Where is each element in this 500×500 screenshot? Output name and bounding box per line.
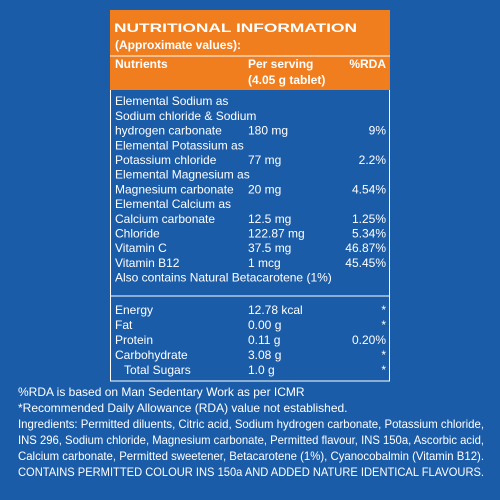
nutrient-name: Protein <box>115 333 153 347</box>
rda-value: 2.2% <box>359 153 387 167</box>
serving-value: 122.87 mg <box>248 226 305 240</box>
footnote: *Recommended Daily Allowance (RDA) value… <box>18 401 348 415</box>
nutrient-name: Magnesium carbonate <box>115 182 234 196</box>
nutrient-name: Fat <box>115 318 133 332</box>
rda-value: 46.87% <box>345 241 386 255</box>
rda-value: * <box>381 348 386 362</box>
nutrient-name: Elemental Calcium as <box>115 197 231 211</box>
serving-value: 1.0 g <box>248 363 275 377</box>
nutrient-name: Chloride <box>115 226 160 240</box>
rda-value: 0.20% <box>352 333 386 347</box>
footnote: Calcium carbonate, Permitted sweetener, … <box>18 449 484 463</box>
serving-value: 1 mcg <box>248 256 281 270</box>
rda-value: * <box>381 363 386 377</box>
serving-value: 20 mg <box>248 182 281 196</box>
footnote: %RDA is based on Man Sedentary Work as p… <box>18 385 305 399</box>
rda-value: 5.34% <box>352 226 386 240</box>
serving-value: 77 mg <box>248 153 281 167</box>
serving-value: 3.08 g <box>248 348 281 362</box>
rda-value: 45.45% <box>345 256 386 270</box>
column-header: Per serving <box>248 57 313 71</box>
nutrient-name: Elemental Potassium as <box>115 138 244 152</box>
nutrient-name: Energy <box>115 303 153 317</box>
column-header: Nutrients <box>115 57 168 71</box>
nutrient-name: Carbohydrate <box>115 348 188 362</box>
table-note: Also contains Natural Betacarotene (1%) <box>115 271 332 285</box>
column-header: (4.05 g tablet) <box>248 73 325 87</box>
footnote: INS 296, Sodium chloride, Magnesium carb… <box>18 433 484 447</box>
footnote: Ingredients: Permitted diluents, Citric … <box>18 417 484 431</box>
subtitle: (Approximate values): <box>115 38 241 52</box>
nutrient-name: Elemental Magnesium as <box>115 168 250 182</box>
nutrient-name: Potassium chloride <box>115 153 217 167</box>
nutrient-name: hydrogen carbonate <box>115 124 222 138</box>
rda-value: * <box>381 303 386 317</box>
serving-value: 12.78 kcal <box>248 303 303 317</box>
title: NUTRITIONAL INFORMATION <box>114 21 357 35</box>
nutrient-name: Sodium chloride & Sodium <box>115 109 256 123</box>
serving-value: 0.00 g <box>248 318 281 332</box>
rda-value: * <box>381 318 386 332</box>
column-header: %RDA <box>349 57 386 71</box>
nutrient-name: Total Sugars <box>124 363 191 377</box>
nutrient-name: Vitamin C <box>115 241 167 255</box>
rda-value: 4.54% <box>352 182 386 196</box>
nutrient-name: Vitamin B12 <box>115 256 180 270</box>
rda-value: 1.25% <box>352 212 386 226</box>
serving-value: 180 mg <box>248 124 288 138</box>
nutrient-name: Calcium carbonate <box>115 212 215 226</box>
rda-value: 9% <box>369 124 387 138</box>
serving-value: 37.5 mg <box>248 241 291 255</box>
footnote: CONTAINS PERMITTED COLOUR INS 150a AND A… <box>18 465 484 479</box>
serving-value: 0.11 g <box>248 333 280 347</box>
serving-value: 12.5 mg <box>248 212 291 226</box>
header-box <box>110 10 390 90</box>
nutrient-name: Elemental Sodium as <box>115 94 228 108</box>
